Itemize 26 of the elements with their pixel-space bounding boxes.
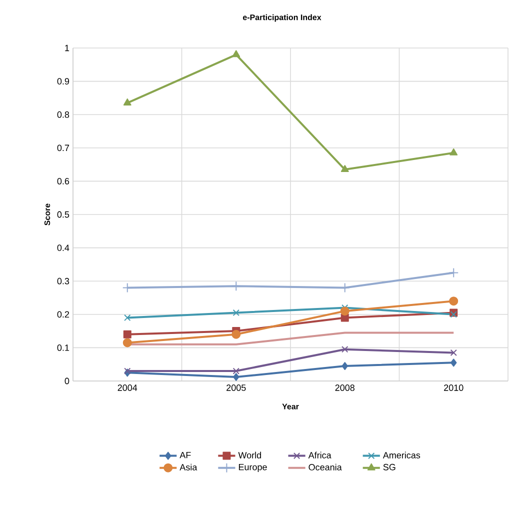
legend-label: World [238, 452, 261, 458]
y-tick-label: 0.3 [57, 278, 70, 284]
legend-label: Oceania [308, 464, 342, 470]
y-tick-label: 0.9 [57, 78, 70, 84]
x-tick-label: 2005 [226, 384, 246, 391]
chart-title: e-Participation Index [242, 14, 322, 22]
legend-label: Africa [308, 452, 332, 458]
y-tick-label: 0.1 [57, 344, 70, 351]
y-tick-label: 1 [65, 44, 70, 52]
x-tick-label: 2010 [444, 384, 464, 391]
legend-label: Europe [238, 464, 267, 472]
y-tick-label: 0.4 [57, 244, 70, 251]
y-tick-label: 0.7 [57, 144, 70, 152]
y-tick-label: 0 [64, 378, 70, 384]
x-tick-label: 2008 [335, 384, 354, 391]
y-tick-label: 0.2 [57, 311, 70, 318]
y-axis-title: Score [44, 204, 50, 226]
legend-label: AF [180, 452, 191, 458]
legend-label: Asia [180, 464, 198, 470]
x-tick-label: 2004 [118, 384, 138, 391]
y-tick-label: 0.6 [57, 178, 70, 184]
legend-label: Americas [382, 452, 420, 458]
x-axis-title: Year [282, 404, 299, 410]
y-tick-label: 0.5 [57, 211, 70, 218]
y-tick-label: 0.8 [57, 111, 70, 118]
legend-label: SG [383, 464, 396, 470]
